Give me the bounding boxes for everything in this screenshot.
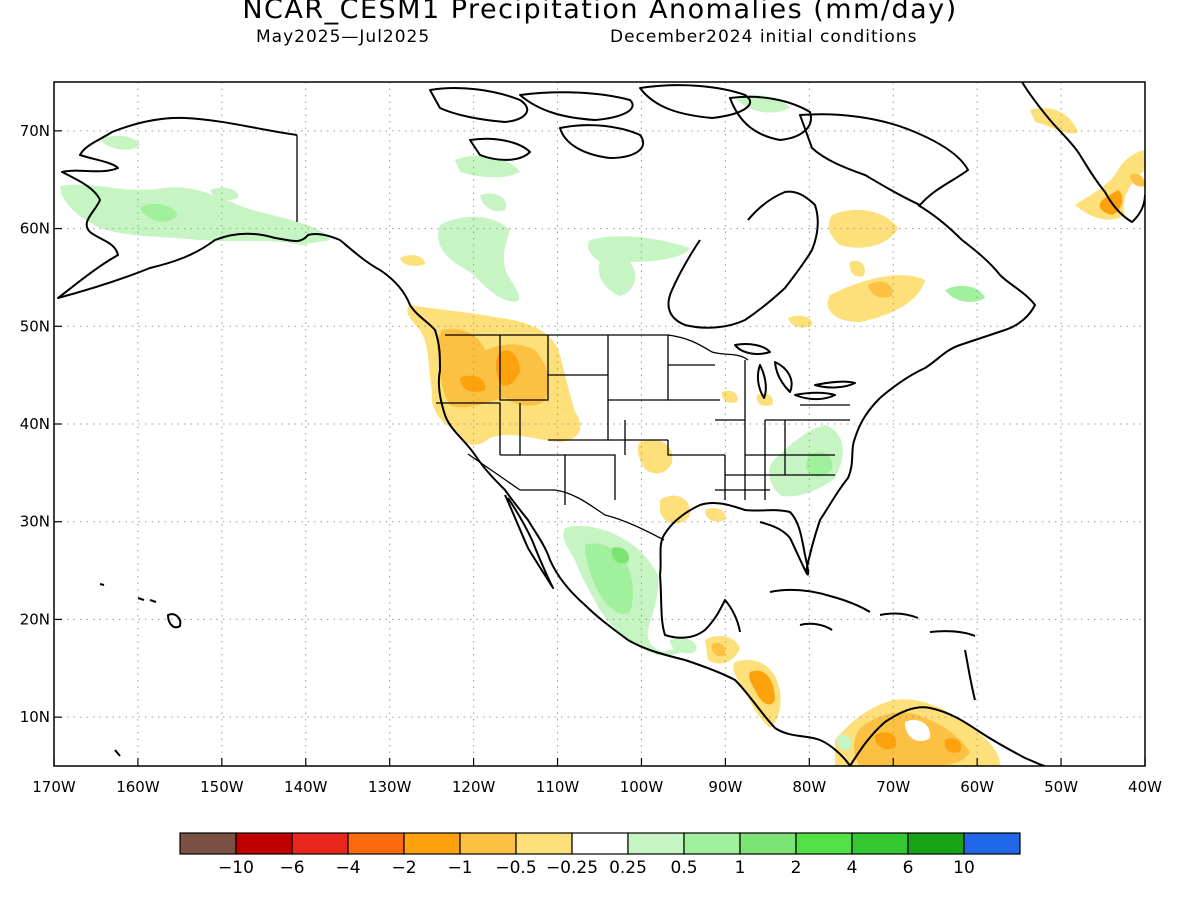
political-boundaries	[296, 135, 850, 541]
colorbar-swatch	[963, 832, 1021, 855]
colorbar-swatch	[571, 832, 629, 855]
colorbar-swatch	[907, 832, 965, 855]
lat-label: 60N	[20, 220, 50, 238]
colorbar-swatch	[459, 832, 517, 855]
anomaly-region-pacific-northwest	[400, 255, 581, 445]
anomaly-region-southern-plains	[637, 439, 673, 474]
anomaly-region-western-canada	[438, 216, 520, 302]
anomaly-region-quebec	[788, 209, 925, 328]
colorbar-swatch	[683, 832, 741, 855]
latitude-labels: 70N 60N 50N 40N 30N 20N 10N	[20, 122, 62, 726]
anomaly-region-central-america	[670, 635, 781, 728]
colorbar-label: 6	[903, 858, 914, 878]
colorbar-label: 2	[791, 858, 802, 878]
anomaly-region-texas	[660, 495, 691, 524]
colorbar-swatch	[795, 832, 853, 855]
lon-label: 50W	[1044, 778, 1078, 796]
lon-label: 130W	[368, 778, 412, 796]
colorbar-label: −2	[391, 858, 416, 878]
lat-label: 40N	[20, 415, 50, 433]
colorbar-labels: −10 −6 −4 −2 −1 −0.5 −0.25 0.25 0.5 1 2 4 6 10	[218, 858, 975, 878]
lat-label: 30N	[20, 513, 50, 531]
lon-label: 40W	[1128, 778, 1162, 796]
colorbar-label: −0.5	[495, 858, 536, 878]
anomaly-region-hudson	[588, 236, 690, 296]
lat-label: 50N	[20, 317, 50, 335]
anomaly-region-south-america	[835, 699, 1000, 766]
colorbar-label: −10	[218, 858, 254, 878]
longitude-labels: 170W 160W 150W 140W 130W 120W 110W 100W 90W 80W 70…	[32, 758, 1162, 796]
graticule-grid	[54, 82, 1145, 766]
anomaly-region-gulf-coast	[705, 508, 726, 522]
colorbar-swatch	[291, 832, 349, 855]
lon-label: 70W	[876, 778, 910, 796]
initial-conditions: December2024 initial conditions	[610, 27, 918, 47]
anomaly-region-western-mexico	[563, 525, 690, 656]
anomaly-region-quebec-core	[868, 281, 893, 298]
anomaly-region-alaska	[60, 135, 330, 245]
colorbar-label: −4	[335, 858, 360, 878]
colorbar-label: 1	[735, 858, 746, 878]
lon-label: 140W	[284, 778, 328, 796]
colorbar-swatch	[235, 832, 293, 855]
colorbar-label: 4	[847, 858, 858, 878]
lat-label: 10N	[20, 708, 50, 726]
anomaly-region-illinois	[721, 390, 738, 403]
anomaly-region-arctic-islands	[455, 155, 520, 178]
colorbar-swatch	[515, 832, 573, 855]
anomaly-region-southeast	[769, 425, 843, 497]
forecast-period: May2025—Jul2025	[256, 27, 431, 47]
lat-label: 70N	[20, 122, 50, 140]
lon-label: 100W	[620, 778, 664, 796]
lon-label: 170W	[32, 778, 76, 796]
colorbar-label: −0.25	[546, 858, 598, 878]
anomaly-region-labrador	[945, 285, 985, 302]
anomaly-region-greenland	[1030, 108, 1145, 220]
lon-label: 80W	[792, 778, 826, 796]
anomaly-region-alaska-core	[140, 203, 178, 222]
lon-label: 90W	[708, 778, 742, 796]
colorbar-swatch	[739, 832, 797, 855]
lon-label: 160W	[116, 778, 160, 796]
anomaly-region-indiana	[756, 393, 773, 406]
anomaly-shading	[60, 95, 1145, 766]
colorbar-swatch	[347, 832, 405, 855]
lon-label: 110W	[536, 778, 580, 796]
colorbar-label: −1	[447, 858, 472, 878]
colorbar-swatch	[851, 832, 909, 855]
lon-label: 120W	[452, 778, 496, 796]
anomaly-region-nwt	[480, 193, 506, 212]
colorbar-swatch	[403, 832, 461, 855]
colorbar-label: 0.5	[670, 858, 697, 878]
lon-label: 150W	[200, 778, 244, 796]
colorbar-label: −6	[279, 858, 304, 878]
lat-label: 20N	[20, 610, 50, 628]
map-title: NCAR_CESM1 Precipitation Anomalies (mm/d…	[242, 0, 958, 25]
colorbar-swatch	[627, 832, 685, 855]
colorbar-label: 10	[953, 858, 975, 878]
coastlines	[57, 82, 1145, 766]
colorbar-swatch	[179, 832, 237, 855]
lon-label: 60W	[960, 778, 994, 796]
colorbar-label: 0.25	[609, 858, 647, 878]
colorbar	[179, 832, 1021, 855]
